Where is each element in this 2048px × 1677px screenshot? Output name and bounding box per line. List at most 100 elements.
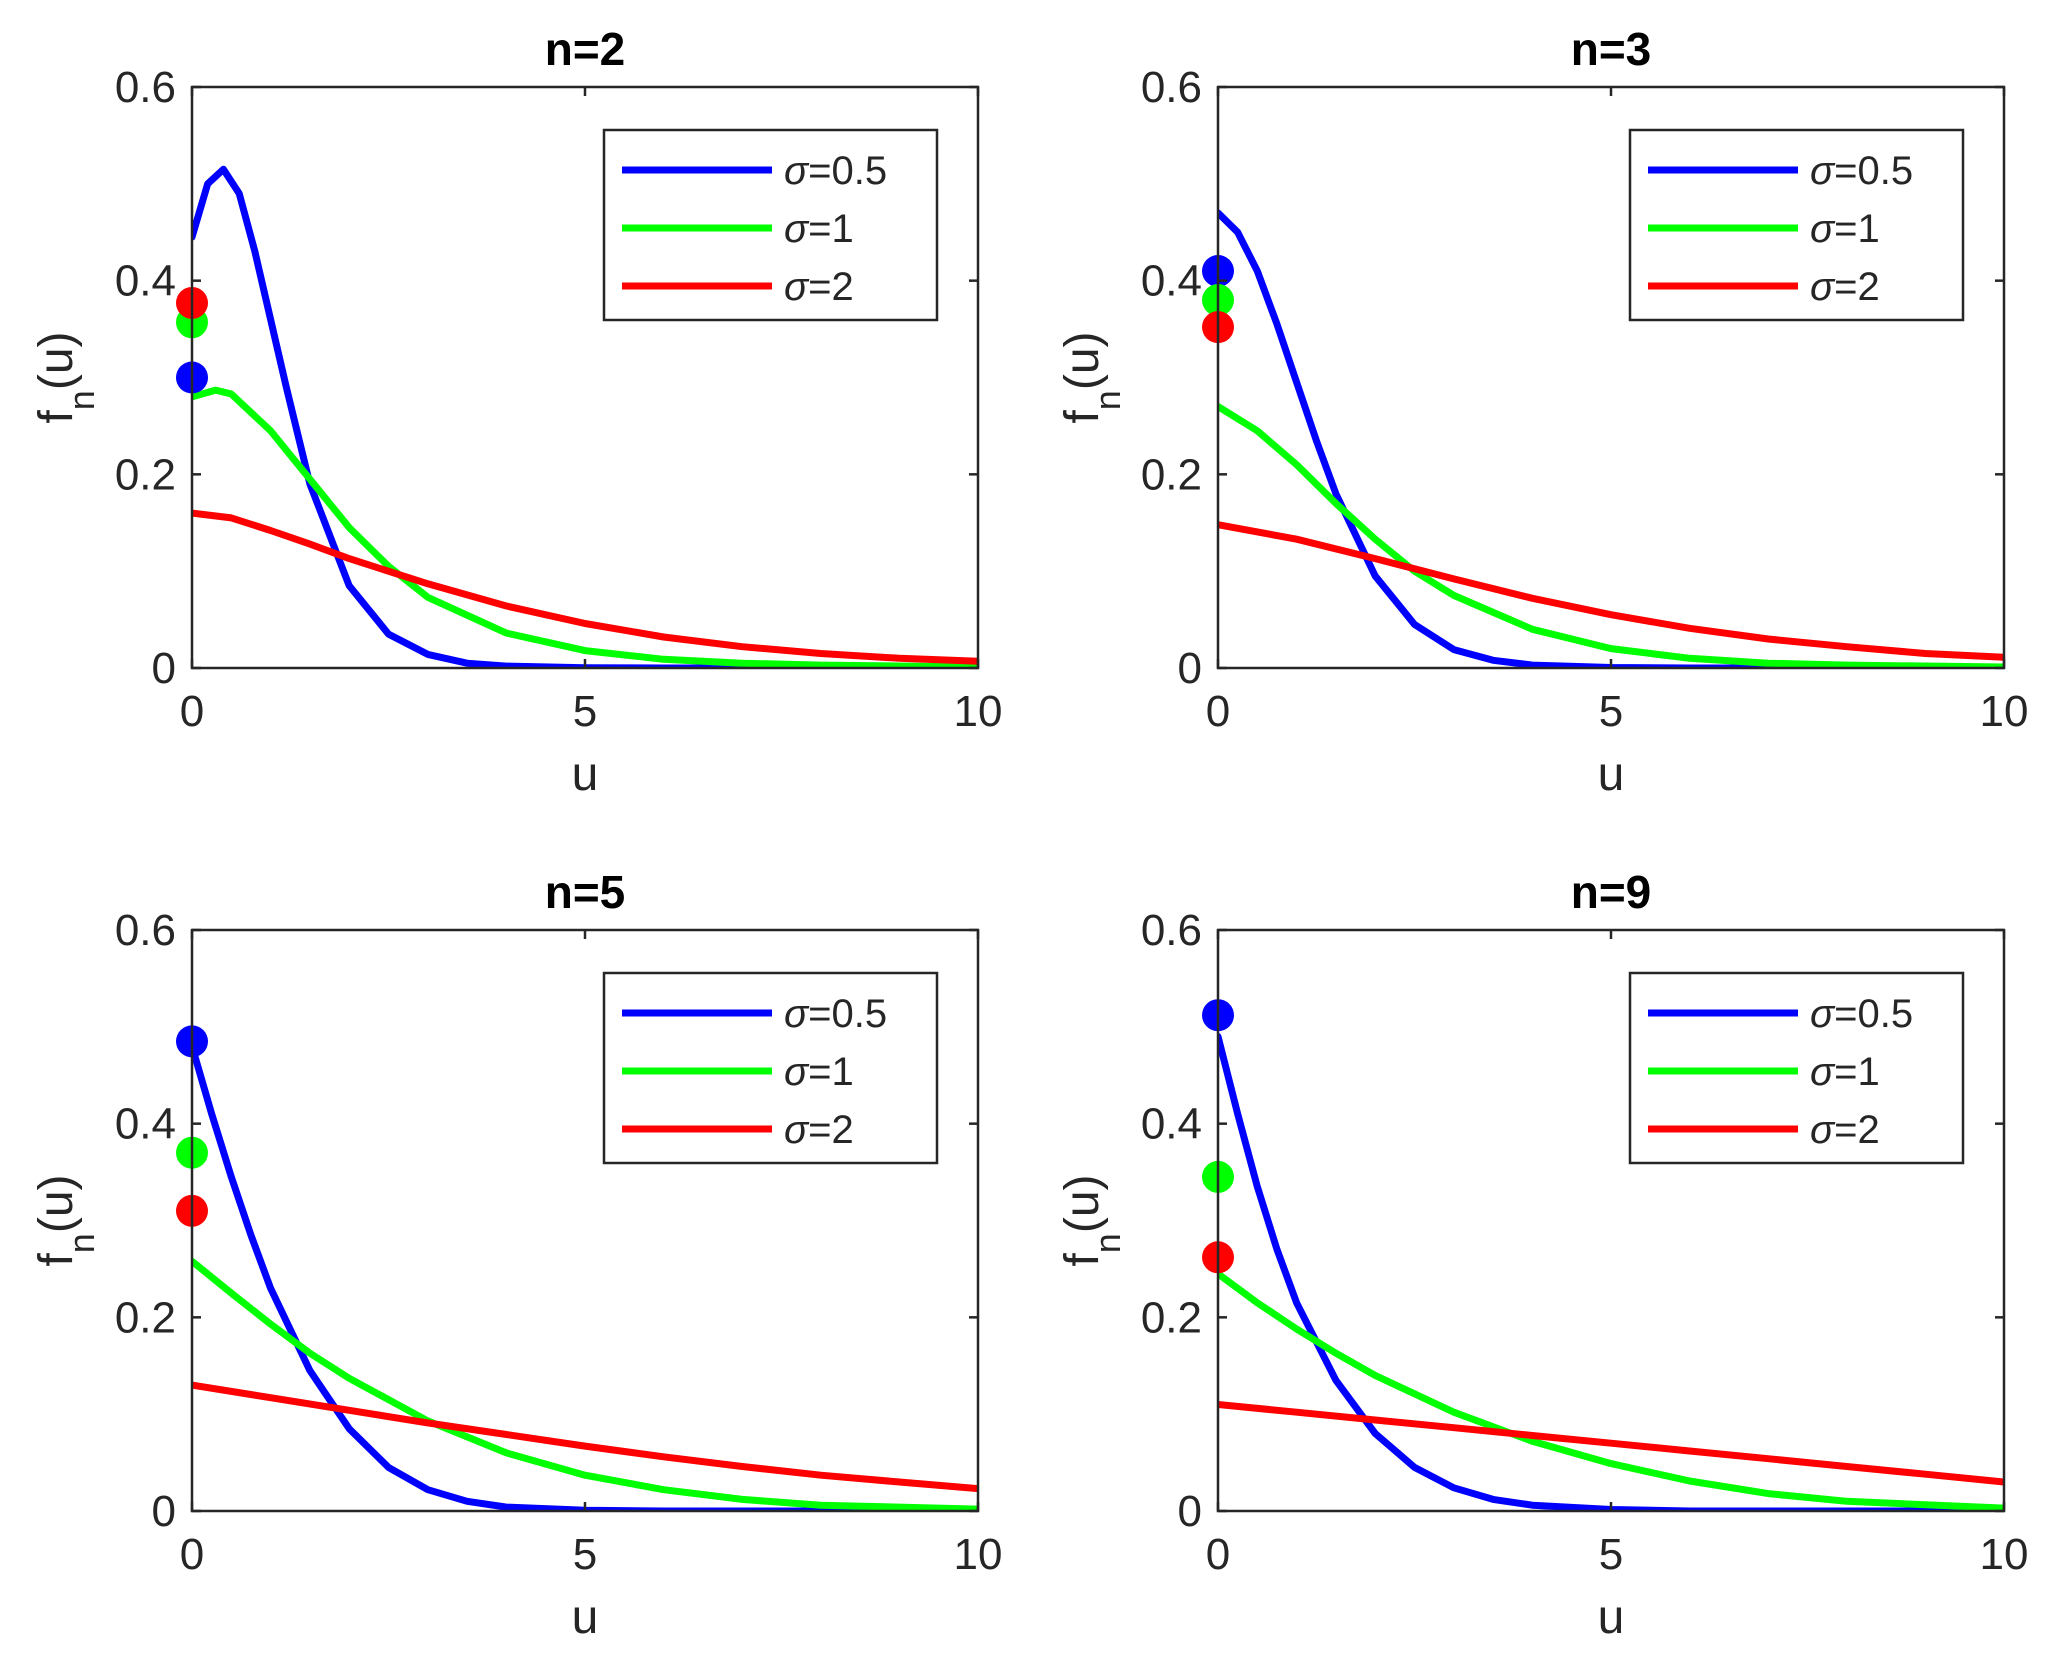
- xtick-label: 0: [180, 1530, 204, 1579]
- legend-value: =2: [808, 1108, 854, 1152]
- legend-sigma: σ: [1810, 207, 1836, 251]
- y-label-subscript: n: [1087, 1233, 1128, 1253]
- xtick-label: 0: [180, 687, 204, 736]
- ytick-label: 0.2: [1141, 1293, 1202, 1342]
- ytick-label: 0.6: [115, 63, 176, 112]
- ytick-label: 0: [1178, 644, 1202, 693]
- x-axis-label: u: [1598, 748, 1625, 801]
- xtick-label: 10: [1980, 687, 2029, 736]
- legend-value: =1: [1834, 1050, 1880, 1094]
- y-label-main: f: [1056, 1253, 1109, 1267]
- series-line-2: [192, 1381, 978, 1493]
- panel-title: n=9: [1571, 866, 1652, 918]
- panel-title: n=3: [1571, 23, 1652, 75]
- series-line-2: [192, 509, 978, 665]
- legend-entry: σ=2: [1810, 1108, 1880, 1152]
- ytick-label: 0.2: [115, 1293, 176, 1342]
- legend-entry: σ=2: [1810, 265, 1880, 309]
- legend-sigma: σ: [1810, 1050, 1836, 1094]
- legend-entry: σ=0.5: [784, 149, 887, 193]
- x-axis-label: u: [572, 748, 599, 801]
- legend-entry: σ=1: [784, 1050, 854, 1094]
- ytick-label: 0.6: [1141, 63, 1202, 112]
- y-label-main: f: [30, 410, 83, 424]
- ytick-label: 0.6: [1141, 906, 1202, 955]
- legend-value: =1: [1834, 207, 1880, 251]
- ytick-label: 0.2: [115, 450, 176, 499]
- legend-value: =2: [1834, 265, 1880, 309]
- legend-entry: σ=0.5: [784, 992, 887, 1036]
- legend-sigma: σ: [1810, 992, 1836, 1036]
- ytick-label: 0.4: [115, 1100, 176, 1149]
- xtick-label: 10: [1980, 1530, 2029, 1579]
- legend: σ=0.5σ=1σ=2: [1628, 971, 1965, 1165]
- y-label-main: f: [1056, 410, 1109, 424]
- xtick-label: 5: [1599, 687, 1623, 736]
- series-line-1: [192, 1257, 978, 1511]
- legend-sigma: σ: [784, 265, 810, 309]
- ytick-label: 0: [152, 1487, 176, 1536]
- x-axis-label: u: [572, 1591, 599, 1644]
- legend: σ=0.5σ=1σ=2: [602, 971, 939, 1165]
- xtick-label: 5: [573, 687, 597, 736]
- y-axis-label: fn(u): [30, 1174, 102, 1266]
- ytick-label: 0: [152, 644, 176, 693]
- legend-value: =0.5: [1834, 149, 1913, 193]
- xtick-label: 10: [954, 687, 1003, 736]
- xtick-label: 10: [954, 1530, 1003, 1579]
- xtick-label: 0: [1206, 1530, 1230, 1579]
- series-line-1: [1218, 403, 2004, 668]
- legend-sigma: σ: [784, 1050, 810, 1094]
- series-line-1: [1218, 1270, 2004, 1511]
- ytick-label: 0.6: [115, 906, 176, 955]
- xtick-label: 5: [573, 1530, 597, 1579]
- ytick-label: 0.4: [115, 257, 176, 306]
- legend-value: =0.5: [1834, 992, 1913, 1036]
- legend-sigma: σ: [784, 207, 810, 251]
- legend-value: =0.5: [808, 149, 887, 193]
- legend-entry: σ=0.5: [1810, 149, 1913, 193]
- ytick-label: 0.2: [1141, 450, 1202, 499]
- legend-entry: σ=2: [784, 265, 854, 309]
- y-label-subscript: n: [61, 390, 102, 410]
- y-label-tail: (u): [30, 331, 83, 390]
- legend-value: =1: [808, 207, 854, 251]
- ytick-label: 0.4: [1141, 257, 1202, 306]
- y-label-main: f: [30, 1253, 83, 1267]
- legend-value: =2: [808, 265, 854, 309]
- series-line-2: [1218, 1401, 2004, 1486]
- legend: σ=0.5σ=1σ=2: [602, 128, 939, 322]
- legend-sigma: σ: [1810, 1108, 1836, 1152]
- legend-entry: σ=2: [784, 1108, 854, 1152]
- legend-sigma: σ: [1810, 265, 1836, 309]
- y-label-tail: (u): [1056, 331, 1109, 390]
- ytick-label: 0.4: [1141, 1100, 1202, 1149]
- y-axis-label: fn(u): [30, 331, 102, 423]
- legend: σ=0.5σ=1σ=2: [1628, 128, 1965, 322]
- legend-entry: σ=0.5: [1810, 992, 1913, 1036]
- legend-value: =1: [808, 1050, 854, 1094]
- panel-title: n=2: [545, 23, 626, 75]
- legend-value: =0.5: [808, 992, 887, 1036]
- legend-sigma: σ: [784, 1108, 810, 1152]
- y-label-tail: (u): [1056, 1174, 1109, 1233]
- xtick-label: 0: [1206, 687, 1230, 736]
- legend-entry: σ=1: [1810, 207, 1880, 251]
- ytick-label: 0: [1178, 1487, 1202, 1536]
- series-line-1: [192, 386, 978, 668]
- y-label-subscript: n: [1087, 390, 1128, 410]
- legend-entry: σ=1: [1810, 1050, 1880, 1094]
- xtick-label: 5: [1599, 1530, 1623, 1579]
- legend-entry: σ=1: [784, 207, 854, 251]
- x-axis-label: u: [1598, 1591, 1625, 1644]
- y-axis-label: fn(u): [1056, 331, 1128, 423]
- legend-sigma: σ: [1810, 149, 1836, 193]
- legend-value: =2: [1834, 1108, 1880, 1152]
- y-label-subscript: n: [61, 1233, 102, 1253]
- y-axis-label: fn(u): [1056, 1174, 1128, 1266]
